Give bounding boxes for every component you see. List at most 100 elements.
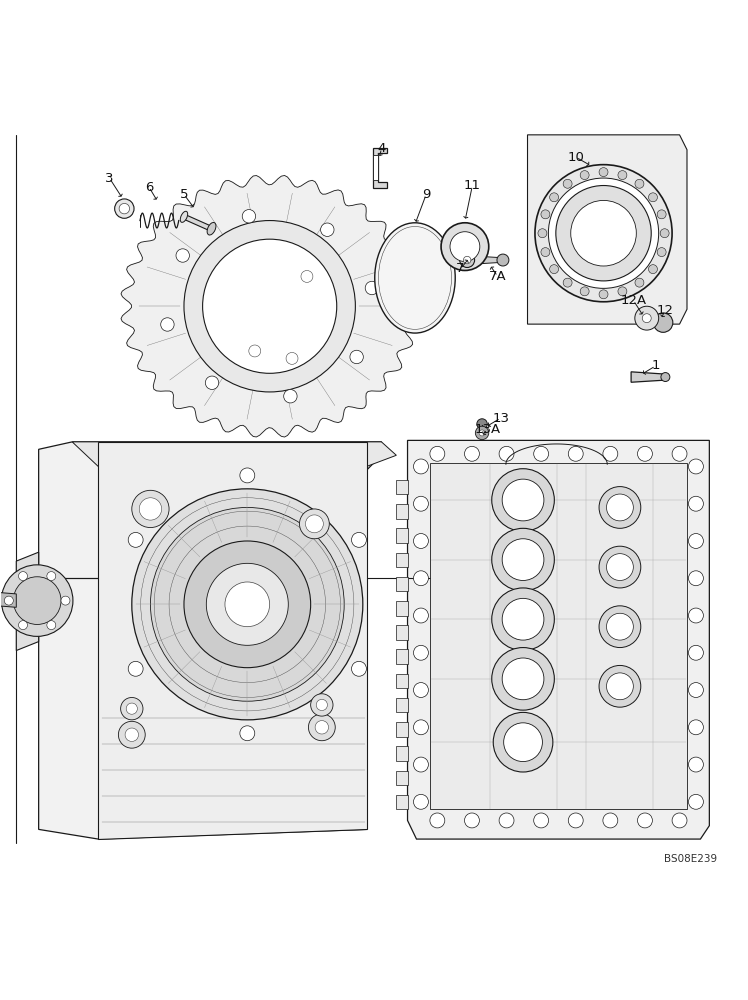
Circle shape	[150, 507, 344, 701]
Circle shape	[688, 683, 703, 697]
Circle shape	[688, 534, 703, 548]
Circle shape	[128, 532, 143, 547]
Circle shape	[414, 757, 429, 772]
Polygon shape	[373, 155, 378, 180]
Circle shape	[688, 459, 703, 474]
Circle shape	[132, 489, 363, 720]
Circle shape	[242, 210, 256, 223]
Circle shape	[599, 290, 608, 299]
Polygon shape	[121, 175, 418, 437]
Ellipse shape	[180, 211, 188, 222]
Polygon shape	[396, 795, 408, 809]
Circle shape	[556, 186, 652, 281]
Circle shape	[450, 232, 479, 262]
Polygon shape	[396, 625, 408, 640]
Circle shape	[321, 223, 334, 236]
Circle shape	[603, 446, 618, 461]
Circle shape	[688, 608, 703, 623]
Polygon shape	[396, 528, 408, 543]
Circle shape	[643, 314, 652, 323]
Circle shape	[184, 221, 355, 392]
Polygon shape	[396, 601, 408, 616]
Circle shape	[491, 588, 554, 651]
Circle shape	[414, 534, 429, 548]
Text: 10: 10	[568, 151, 584, 164]
Circle shape	[475, 426, 488, 440]
Circle shape	[533, 813, 548, 828]
Circle shape	[414, 459, 429, 474]
Polygon shape	[0, 592, 16, 607]
Circle shape	[635, 278, 644, 287]
Circle shape	[502, 658, 544, 700]
Polygon shape	[16, 552, 39, 651]
Circle shape	[568, 446, 583, 461]
Circle shape	[688, 794, 703, 809]
Text: 12A: 12A	[620, 294, 646, 307]
Circle shape	[672, 813, 687, 828]
Circle shape	[607, 554, 634, 580]
Circle shape	[491, 528, 554, 591]
Circle shape	[535, 165, 672, 302]
Circle shape	[114, 199, 134, 218]
Circle shape	[688, 720, 703, 735]
Circle shape	[19, 621, 28, 630]
Circle shape	[47, 621, 56, 630]
Circle shape	[118, 721, 145, 748]
Ellipse shape	[207, 222, 216, 235]
Circle shape	[563, 278, 572, 287]
Circle shape	[465, 446, 479, 461]
Circle shape	[657, 248, 666, 257]
Circle shape	[249, 345, 261, 357]
Circle shape	[672, 446, 687, 461]
Circle shape	[414, 496, 429, 511]
Text: 5: 5	[180, 188, 188, 201]
Circle shape	[599, 606, 641, 648]
Circle shape	[502, 479, 544, 521]
Circle shape	[299, 509, 329, 539]
Circle shape	[541, 248, 550, 257]
Circle shape	[688, 757, 703, 772]
Circle shape	[430, 446, 445, 461]
Circle shape	[305, 515, 323, 533]
Circle shape	[533, 446, 548, 461]
Circle shape	[464, 256, 471, 264]
Text: 6: 6	[145, 181, 153, 194]
Polygon shape	[396, 746, 408, 761]
Circle shape	[161, 318, 174, 331]
Circle shape	[414, 608, 429, 623]
Circle shape	[286, 352, 298, 364]
Circle shape	[637, 813, 652, 828]
Circle shape	[688, 571, 703, 586]
Circle shape	[476, 419, 487, 429]
Circle shape	[316, 699, 328, 711]
Circle shape	[225, 582, 270, 627]
Circle shape	[618, 171, 627, 180]
Polygon shape	[396, 698, 408, 712]
Circle shape	[120, 697, 143, 720]
Text: 9: 9	[422, 188, 430, 201]
Circle shape	[599, 487, 641, 528]
Text: 13: 13	[492, 412, 509, 425]
Circle shape	[315, 721, 328, 734]
Circle shape	[635, 306, 659, 330]
Circle shape	[132, 490, 169, 528]
Text: 1: 1	[652, 359, 660, 372]
Polygon shape	[408, 440, 709, 839]
Circle shape	[607, 494, 634, 521]
Text: 12: 12	[656, 304, 673, 317]
Circle shape	[479, 430, 485, 436]
Text: 7A: 7A	[489, 270, 506, 283]
Circle shape	[550, 265, 559, 274]
Circle shape	[599, 546, 641, 588]
Polygon shape	[396, 504, 408, 519]
Circle shape	[176, 249, 189, 262]
Circle shape	[414, 571, 429, 586]
Polygon shape	[396, 553, 408, 567]
Polygon shape	[396, 480, 408, 494]
Circle shape	[441, 223, 488, 270]
Circle shape	[688, 645, 703, 660]
Circle shape	[283, 390, 297, 403]
Circle shape	[19, 572, 28, 581]
Circle shape	[308, 714, 335, 741]
Circle shape	[4, 596, 13, 605]
